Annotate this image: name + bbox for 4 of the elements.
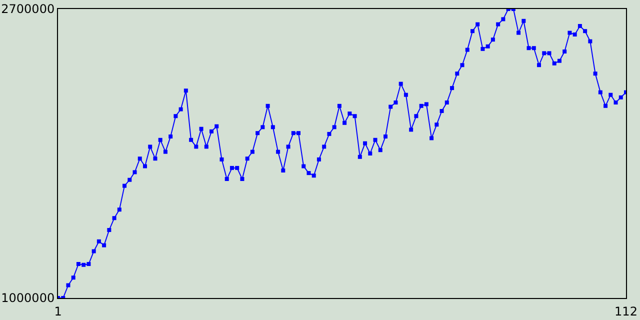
x-tick-label: 1 [54,304,62,318]
y-tick-label: 2700000 [1,2,55,16]
y-tick-label: 1000000 [1,291,55,306]
x-tick-label: 112 [614,304,638,318]
